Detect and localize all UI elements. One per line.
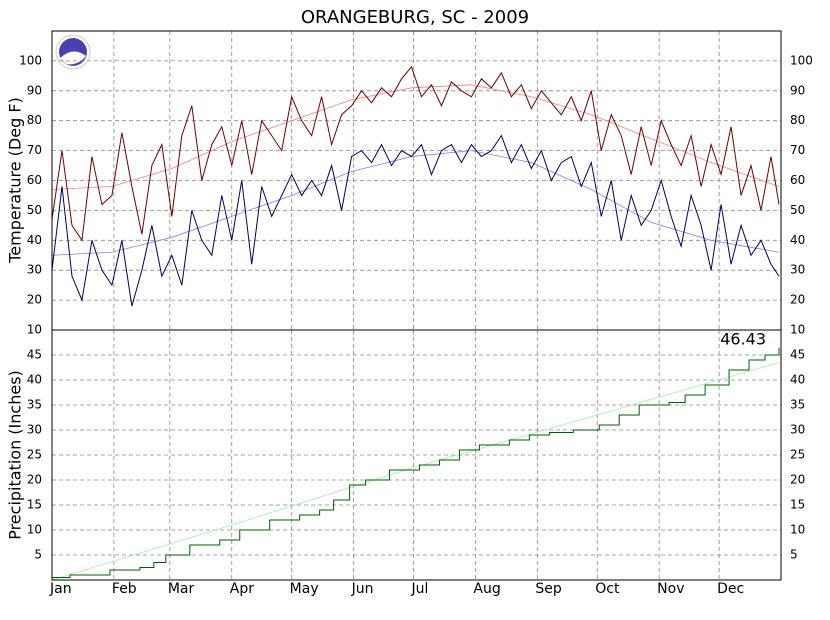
x-tick-label: Jun	[351, 581, 374, 597]
y-axis-label: Temperature (Deg F)	[6, 97, 25, 264]
y-tick-label: 30	[790, 423, 805, 437]
y-tick-label: 10	[27, 523, 42, 537]
x-tick-label: Apr	[230, 581, 254, 597]
x-tick-label: Jan	[49, 581, 72, 597]
x-tick-label: Aug	[473, 581, 500, 597]
y-tick-label: 70	[27, 143, 42, 157]
x-tick-label: Nov	[657, 581, 684, 597]
x-tick-label: Sep	[535, 581, 562, 597]
y-tick-label: 30	[790, 263, 805, 277]
y-tick-label: 30	[27, 423, 42, 437]
series-line	[51, 84, 780, 190]
y-tick-label: 50	[27, 203, 42, 217]
x-tick-label: Oct	[595, 581, 620, 597]
y-tick-label: 10	[790, 523, 805, 537]
x-tick-label: Feb	[112, 581, 137, 597]
annotation: 46.43	[720, 330, 766, 349]
y-tick-label: 30	[27, 263, 42, 277]
x-tick-label: Dec	[717, 581, 744, 597]
y-tick-label: 25	[27, 448, 42, 462]
x-tick-label: Mar	[168, 581, 195, 597]
plot-frame	[51, 329, 782, 581]
y-tick-label: 20	[790, 473, 805, 487]
y-tick-label: 20	[27, 293, 42, 307]
y-tick-label: 5	[34, 548, 42, 562]
y-tick-label: 15	[27, 498, 42, 512]
y-tick-label: 80	[790, 113, 805, 127]
y-tick-label: 40	[27, 373, 42, 387]
series-line	[52, 347, 780, 578]
y-tick-label: 25	[790, 448, 805, 462]
y-tick-label: 90	[27, 83, 42, 97]
y-tick-label: 45	[27, 348, 42, 362]
y-tick-label: 60	[790, 173, 805, 187]
x-tick-label: May	[290, 581, 319, 597]
y-tick-label: 50	[790, 203, 805, 217]
y-tick-label: 20	[27, 473, 42, 487]
x-tick-label: Jul	[411, 581, 429, 597]
y-tick-label: 40	[790, 373, 805, 387]
series-line	[51, 362, 780, 581]
logo	[55, 34, 91, 70]
y-tick-label: 100	[19, 53, 42, 67]
y-tick-label: 15	[790, 498, 805, 512]
y-tick-label: 40	[27, 233, 42, 247]
y-tick-label: 10	[790, 323, 805, 337]
y-tick-label: 100	[790, 53, 813, 67]
y-tick-label: 45	[790, 348, 805, 362]
y-tick-label: 35	[27, 398, 42, 412]
y-tick-label: 80	[27, 113, 42, 127]
y-tick-label: 10	[27, 323, 42, 337]
series-line	[51, 65, 780, 242]
y-tick-label: 35	[790, 398, 805, 412]
y-tick-label: 60	[27, 173, 42, 187]
chart-title: ORANGEBURG, SC - 2009	[301, 7, 529, 28]
y-tick-label: 5	[790, 548, 798, 562]
y-tick-label: 40	[790, 233, 805, 247]
y-tick-label: 90	[790, 83, 805, 97]
y-tick-label: 20	[790, 293, 805, 307]
y-axis-label: Precipitation (Inches)	[6, 370, 25, 540]
y-tick-label: 70	[790, 143, 805, 157]
series-line	[51, 134, 780, 307]
